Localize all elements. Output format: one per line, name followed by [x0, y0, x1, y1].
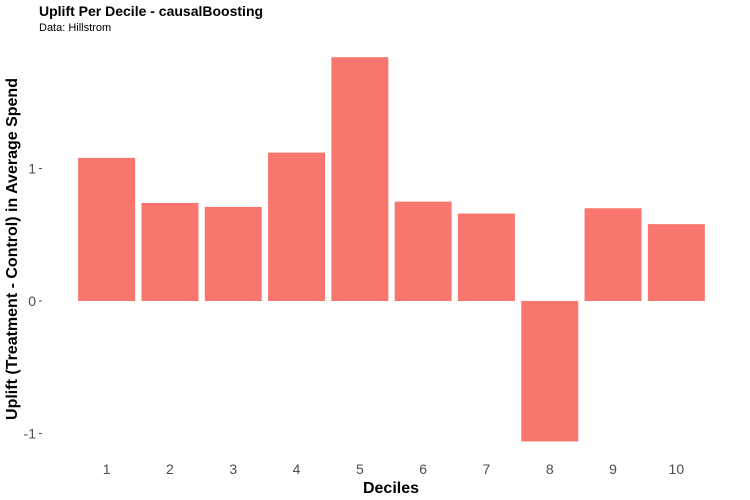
x-tick-label: 1	[103, 461, 111, 477]
x-axis-title: Deciles	[363, 480, 419, 497]
y-tick-label: 1	[28, 161, 36, 177]
bar-decile-5	[331, 57, 389, 302]
bar-decile-6	[394, 201, 452, 301]
bar-decile-8	[521, 301, 579, 442]
x-tick-label: 9	[609, 461, 617, 477]
chart-title: Uplift Per Decile - causalBoosting	[39, 3, 264, 19]
bar-decile-4	[268, 152, 326, 301]
bar-decile-2	[141, 202, 199, 301]
bars-group	[78, 57, 705, 442]
x-tick-label: 2	[166, 461, 174, 477]
y-tick-label: -1	[24, 426, 37, 442]
x-tick-label: 4	[293, 461, 301, 477]
chart-subtitle: Data: Hillstrom	[39, 22, 112, 34]
x-tick-label: 6	[419, 461, 427, 477]
bar-decile-9	[584, 208, 642, 301]
y-tick-label: 0	[28, 293, 36, 309]
x-axis: 1 2 3 4 5 6 7 8 9 10	[103, 461, 685, 477]
bar-decile-3	[204, 206, 262, 301]
x-tick-label: 10	[669, 461, 685, 477]
x-tick-label: 3	[229, 461, 237, 477]
x-tick-label: 8	[546, 461, 554, 477]
bar-decile-10	[647, 224, 705, 301]
bar-decile-7	[457, 213, 515, 301]
x-tick-label: 7	[483, 461, 491, 477]
x-tick-label: 5	[356, 461, 364, 477]
y-axis: -1 0 1	[24, 161, 42, 442]
y-axis-title: Uplift (Treatment - Control) in Average …	[4, 78, 21, 420]
bar-decile-1	[78, 157, 136, 301]
